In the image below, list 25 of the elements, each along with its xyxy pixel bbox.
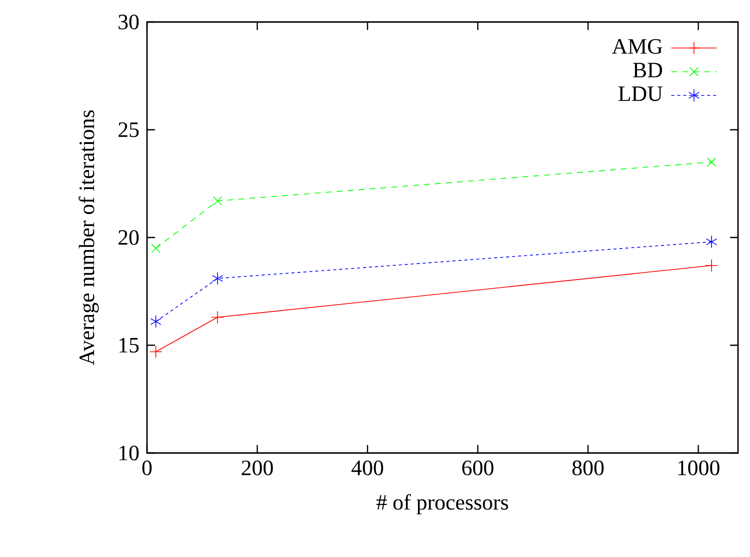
x-tick-label: 400 [352,460,384,476]
x-tick-label: 200 [242,460,273,476]
x-tick-label: 600 [462,460,494,476]
x-axis-title: # of processors [376,494,508,514]
point [705,259,718,272]
y-tick-label: 25 [118,122,139,138]
point [151,244,160,253]
point [211,310,224,324]
point [149,345,162,358]
point [212,272,224,285]
y-tick-label: 15 [120,338,139,353]
y-tick-label: 20 [118,230,139,245]
y-tick-label: 10 [120,446,139,460]
point [150,315,162,328]
x-tick-label: 800 [572,460,604,476]
legend-label: LDU [618,86,662,102]
legend-label: AMG [612,39,662,54]
point [706,235,718,248]
y-tick-label: 30 [118,14,139,30]
legend-label: BD [633,62,662,78]
point [212,196,222,206]
x-tick-label: 0 [142,460,152,476]
point [706,157,716,167]
y-axis-title: Average number of iterations [78,110,99,366]
x-tick-label: 1000 [678,460,720,476]
